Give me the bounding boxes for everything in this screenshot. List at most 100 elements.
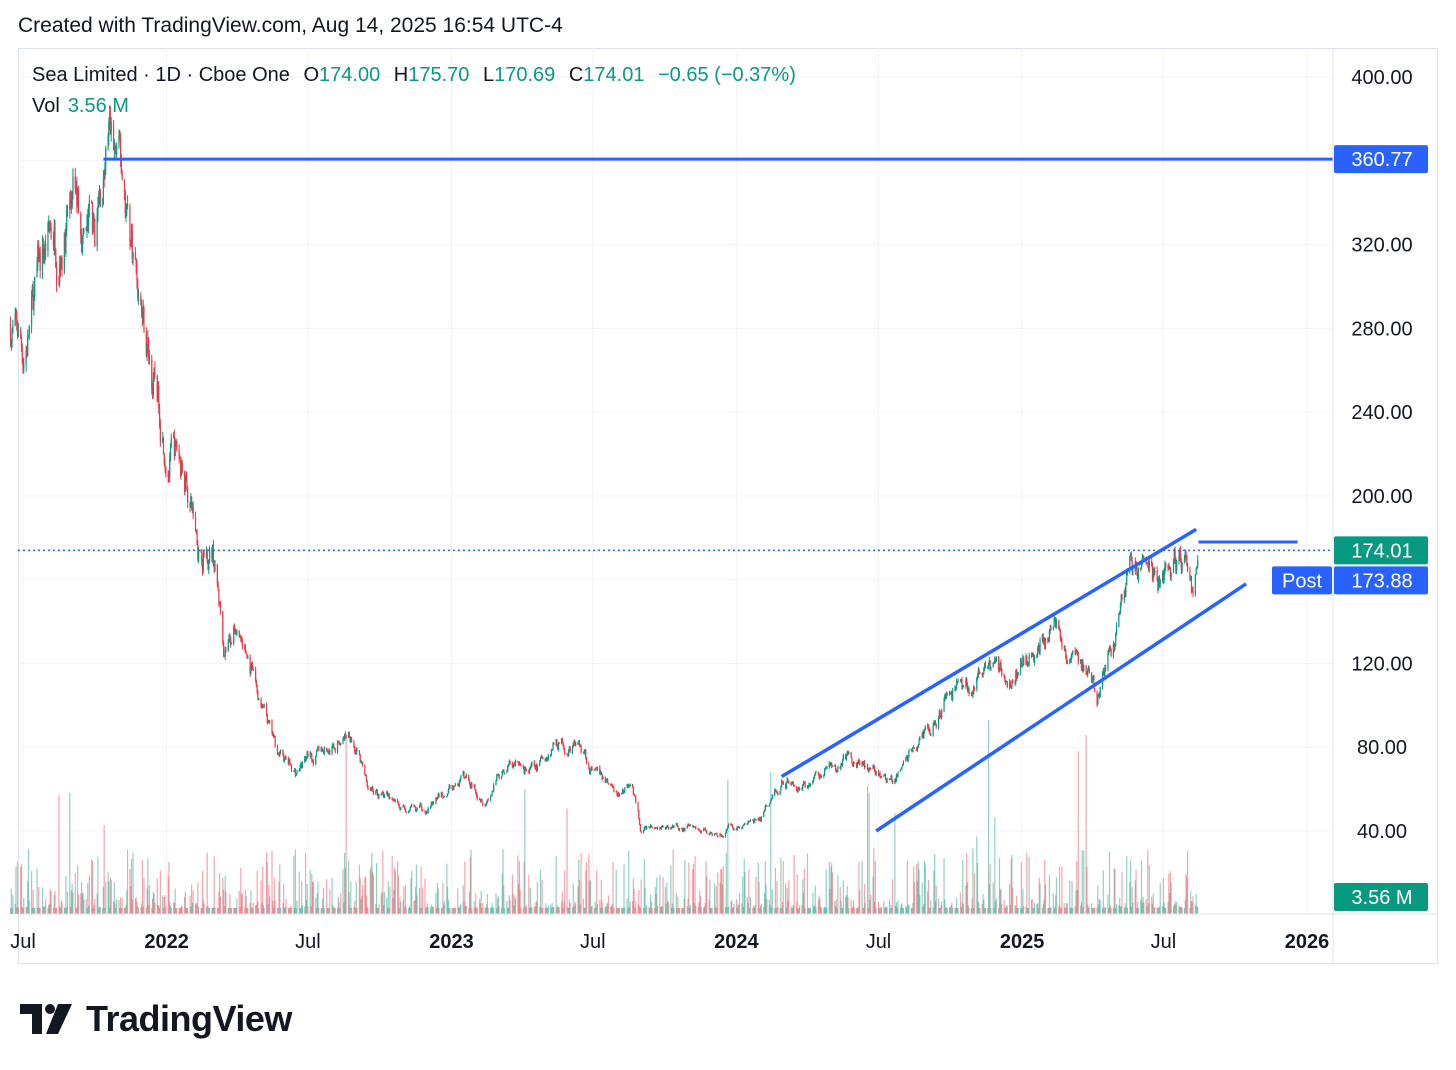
volume-bar — [877, 901, 880, 914]
channel-lower-trendline[interactable] — [875, 582, 1248, 833]
candle-body — [518, 762, 520, 765]
volume-bar — [889, 907, 891, 914]
candle-body — [1132, 571, 1134, 573]
candle-body — [660, 827, 662, 829]
candle-body — [344, 733, 346, 737]
price-tick-label: 120.00 — [1351, 653, 1412, 675]
candle-body — [1167, 566, 1169, 568]
candle-body — [916, 747, 919, 751]
volume-bar — [473, 901, 475, 914]
candle-body — [558, 742, 560, 744]
candle-body — [10, 341, 12, 345]
candle-body — [53, 227, 55, 247]
candle-body — [333, 743, 335, 748]
high-label: H — [393, 64, 409, 86]
volume-bar — [241, 893, 243, 914]
volume-bar — [1097, 885, 1099, 914]
volume-bar — [1026, 907, 1029, 914]
volume-bar — [1058, 866, 1061, 914]
volume-bar — [22, 907, 24, 914]
volume-bar — [440, 907, 442, 914]
candle-body — [1092, 676, 1094, 680]
candle-body — [563, 745, 565, 750]
volume-bar — [817, 900, 819, 914]
volume-bar — [1066, 903, 1068, 914]
candle-body — [1180, 561, 1182, 571]
candle-body — [1175, 560, 1177, 572]
candle-body — [436, 797, 439, 800]
candle-body — [16, 312, 18, 324]
candle-body — [1186, 563, 1189, 572]
candle-body — [63, 233, 65, 271]
volume-bar — [1135, 869, 1137, 914]
last-price-tag-background — [1334, 536, 1428, 565]
volume-bar — [873, 848, 875, 914]
candle-body — [66, 209, 69, 212]
volume-bar — [1011, 854, 1013, 914]
volume-bar — [1006, 906, 1008, 914]
volume-bar — [479, 903, 482, 914]
volume-bar — [977, 902, 979, 914]
candle-body — [1169, 567, 1172, 577]
volume-bar — [148, 904, 150, 914]
candle-body — [785, 782, 787, 789]
volume-bar — [507, 907, 509, 914]
candle-body — [392, 799, 394, 801]
volume-bar — [301, 880, 303, 914]
volume-bar — [881, 907, 883, 914]
candle-body — [389, 797, 391, 799]
volume-bar — [879, 907, 881, 914]
candle-body — [223, 655, 225, 657]
candle-body — [781, 780, 783, 786]
volume-bar — [589, 879, 592, 914]
candle-body — [703, 828, 706, 830]
candle-body — [662, 825, 664, 828]
candle-body — [835, 770, 837, 773]
volume-bar — [711, 907, 713, 914]
volume-bar — [721, 884, 723, 914]
volume-bar — [52, 907, 55, 914]
candle-body — [52, 238, 55, 247]
volume-bar — [596, 870, 598, 914]
volume-bar — [361, 895, 363, 914]
candle-body — [200, 550, 202, 553]
volume-bar — [962, 904, 965, 914]
volume-bar — [719, 882, 721, 914]
volume-bar — [580, 853, 582, 914]
candle-body — [229, 634, 231, 639]
volume-bar — [328, 907, 330, 914]
volume-bar — [880, 906, 882, 914]
channel-upper-trendline[interactable] — [780, 527, 1198, 779]
volume-bar — [525, 906, 528, 914]
candle-body — [486, 802, 488, 805]
candle-body — [546, 757, 548, 760]
volume-bar — [1174, 901, 1176, 914]
symbol-label[interactable]: Sea Limited · 1D · Cboe One — [32, 64, 290, 86]
candle-body — [301, 762, 303, 768]
candle-body — [528, 768, 531, 773]
candle-body — [952, 690, 954, 700]
candle-body — [1065, 656, 1068, 664]
volume-bar — [1065, 903, 1068, 914]
candle-body — [873, 765, 875, 768]
candle-body — [1098, 694, 1100, 698]
candle-body — [165, 467, 167, 474]
candle-body — [415, 810, 417, 812]
volume-bar — [594, 901, 596, 914]
volume-bar — [727, 780, 729, 914]
candle-body — [429, 806, 432, 808]
candle-body — [58, 282, 60, 284]
candle-body — [69, 199, 71, 210]
volume-bar — [480, 890, 482, 914]
candle-body — [877, 771, 880, 776]
volume-bar — [119, 897, 122, 914]
candle-body — [884, 773, 887, 779]
candle-body — [443, 796, 446, 798]
volume-bar — [780, 857, 782, 914]
volume-bar — [300, 907, 302, 914]
candle-body — [763, 809, 766, 812]
candle-body — [1077, 651, 1079, 663]
volume-bar — [681, 907, 683, 914]
candle-body — [94, 218, 96, 247]
